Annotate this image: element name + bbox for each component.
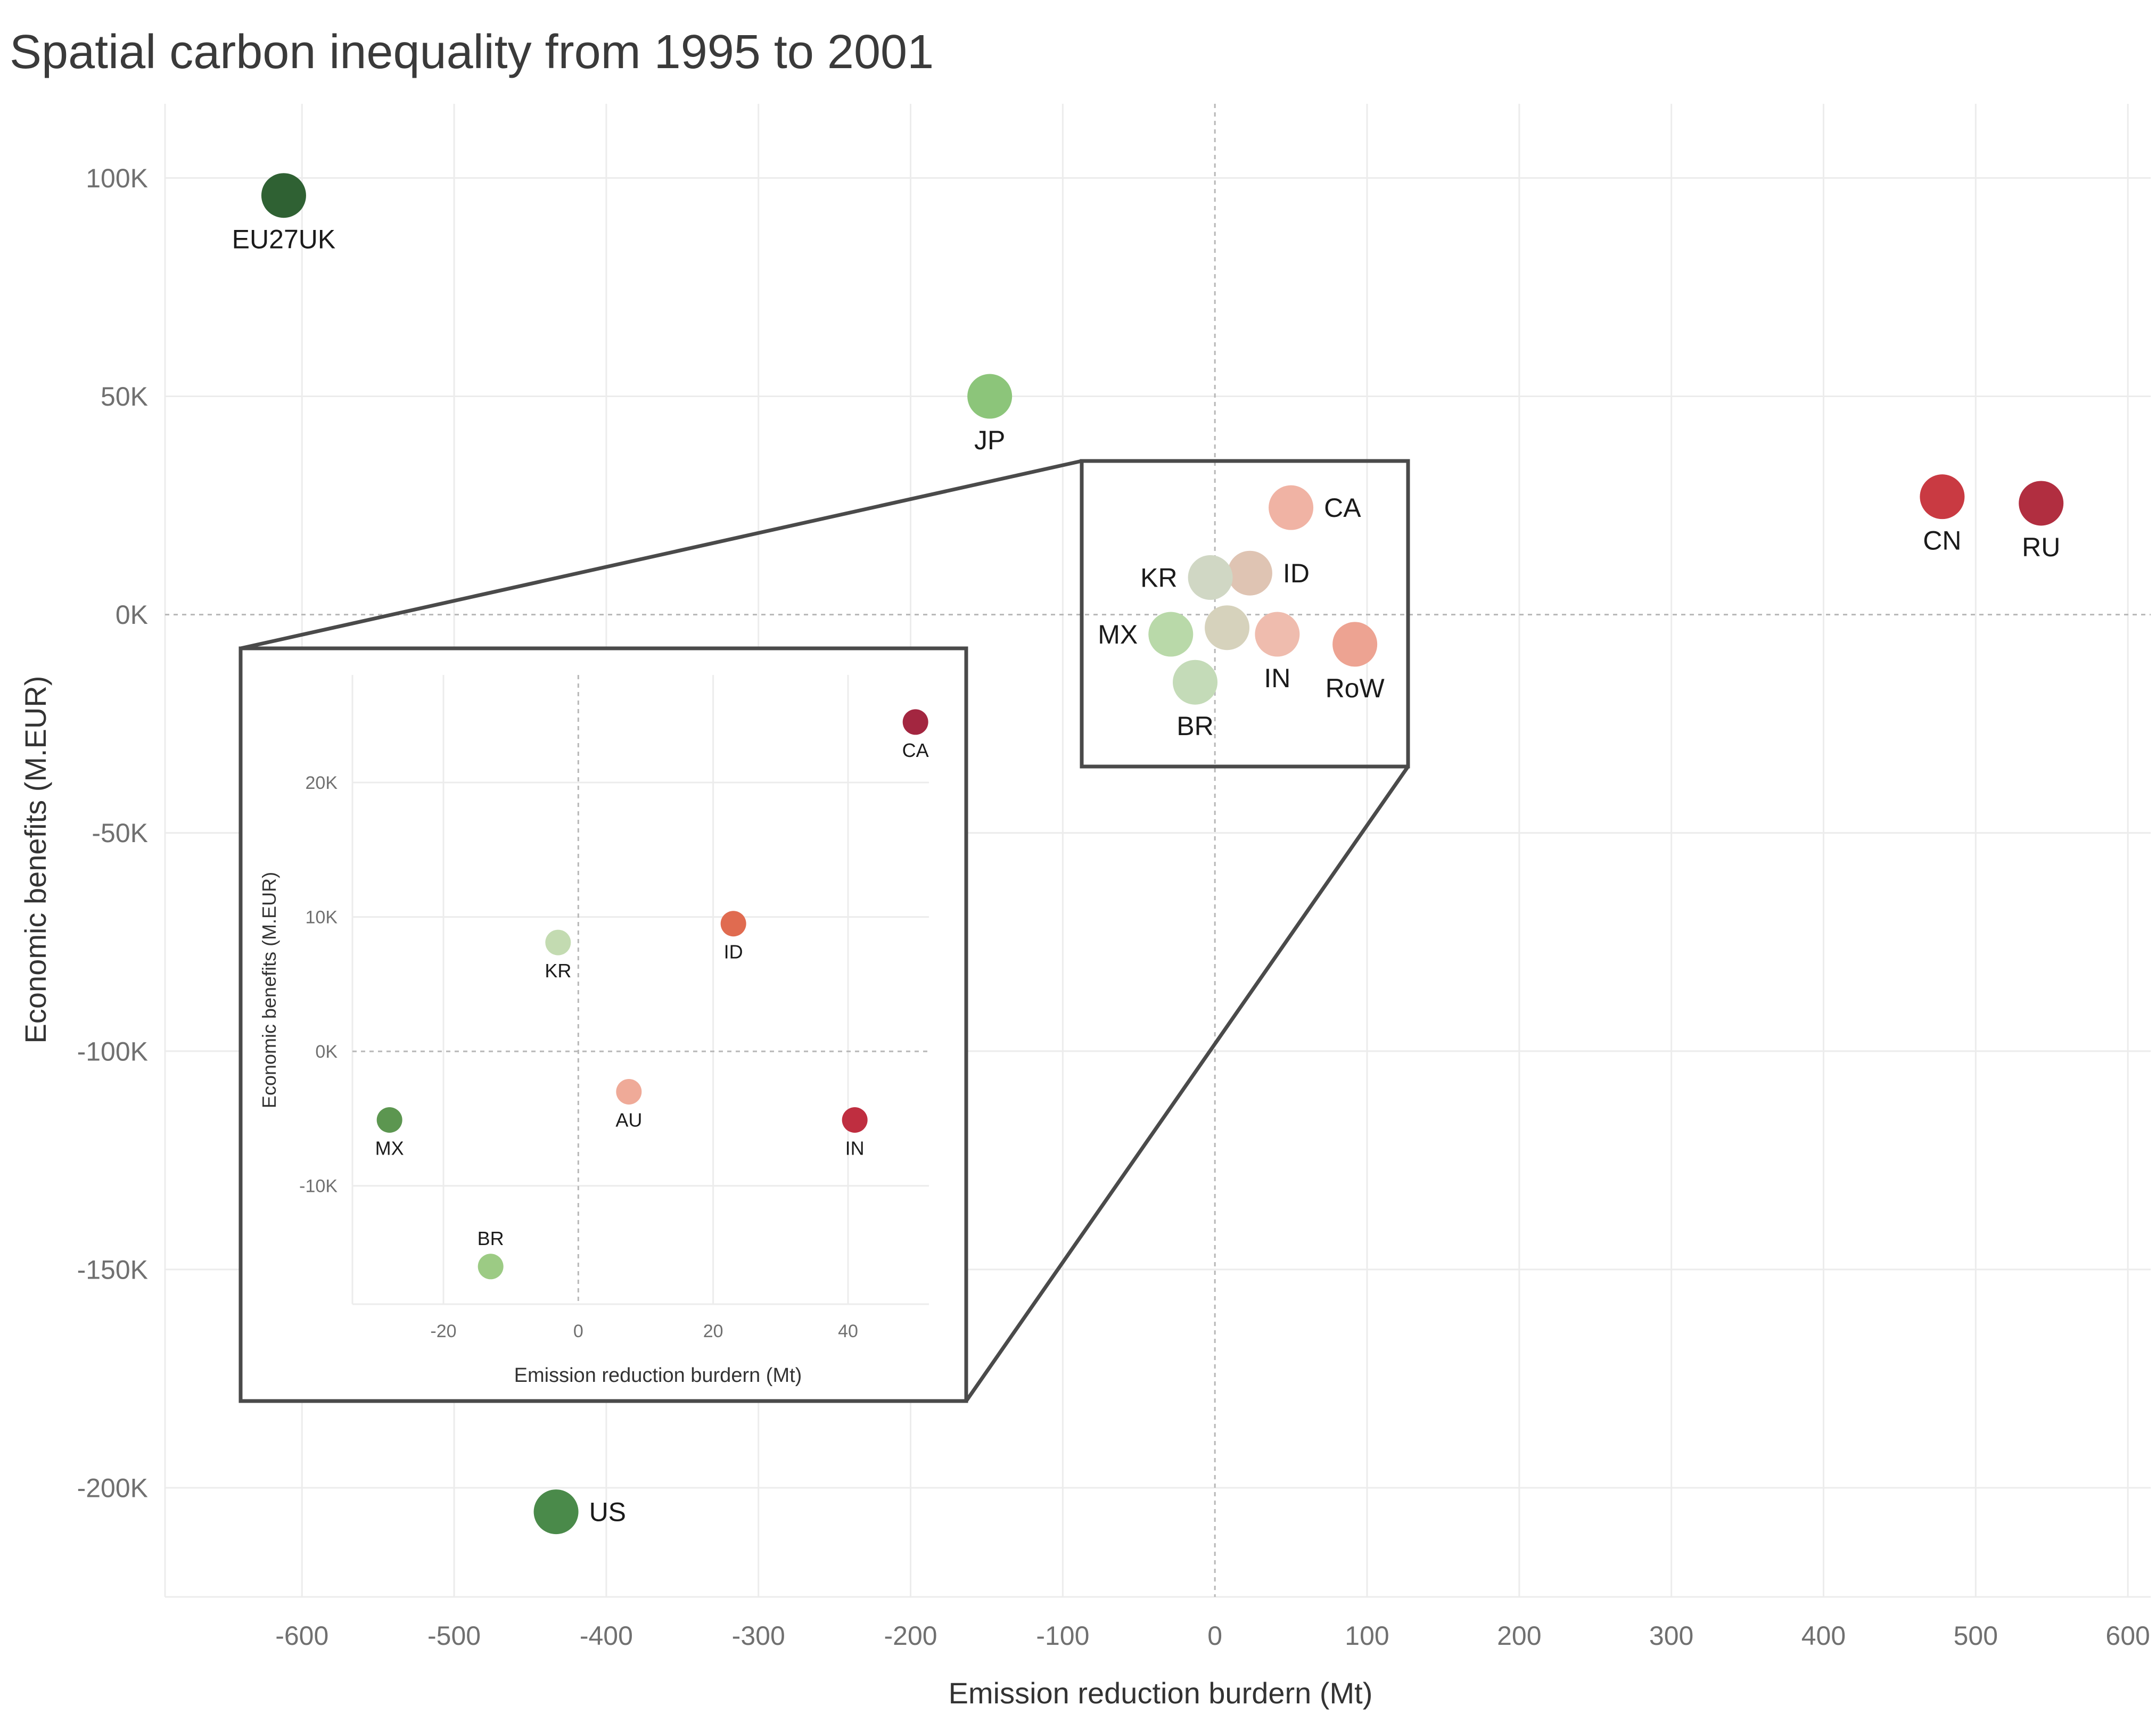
main-label-id: ID — [1283, 558, 1310, 588]
inset-point-id — [720, 911, 746, 937]
inset-data-points: CA ID KR AU MX IN BR — [375, 709, 929, 1280]
inset-y-tick-label: 20K — [306, 773, 338, 793]
main-label-row: RoW — [1326, 673, 1385, 703]
inset-label-kr: KR — [545, 960, 571, 982]
zoom-region-box — [1080, 459, 1410, 769]
main-label-ca: CA — [1324, 493, 1361, 523]
inset-point-br — [478, 1254, 504, 1280]
main-label-us: US — [589, 1497, 626, 1527]
main-x-tick-label: 500 — [1954, 1621, 1998, 1651]
main-label-br: BR — [1176, 711, 1213, 741]
main-point-id — [1227, 550, 1272, 596]
main-label-mx: MX — [1098, 620, 1138, 649]
main-point-br — [1173, 660, 1218, 705]
inset-zero-lines — [352, 675, 929, 1304]
main-label-in: IN — [1264, 663, 1290, 693]
main-x-tick-label: 0 — [1207, 1621, 1222, 1651]
main-x-tick-label: 600 — [2105, 1621, 2150, 1651]
inset-gridlines — [351, 675, 929, 1305]
inset-y-tick-label: 0K — [315, 1042, 338, 1062]
inset-y-axis-title: Economic benefits (M.EUR) — [258, 872, 280, 1108]
inset-point-mx — [376, 1107, 402, 1133]
main-y-tick-labels: 100K 50K 0K -50K -100K -150K -200K — [77, 163, 148, 1503]
main-point-mx — [1148, 612, 1194, 657]
inset-panel — [238, 646, 968, 1403]
main-point-eu27uk — [261, 173, 306, 218]
inset-point-ca — [902, 709, 928, 735]
main-point-row — [1332, 622, 1378, 667]
main-label-ru: RU — [2022, 532, 2060, 562]
inset-x-tick-label: -20 — [430, 1321, 456, 1341]
inset-y-tick-label: -10K — [299, 1176, 338, 1197]
zoom-connector — [240, 459, 1410, 1402]
inset-y-tick-labels: 20K 10K 0K -10K — [299, 773, 338, 1197]
inset-label-au: AU — [615, 1109, 642, 1131]
main-y-tick-label: 100K — [86, 163, 148, 193]
inset-label-id: ID — [724, 941, 743, 963]
inset-label-br: BR — [478, 1228, 504, 1249]
inset-y-tick-label: 10K — [306, 908, 338, 928]
inset-label-ca: CA — [902, 739, 929, 761]
inset-x-axis-title: Emission reduction burdern (Mt) — [514, 1364, 802, 1387]
main-gridlines — [164, 104, 2151, 1598]
main-zero-lines — [165, 104, 2151, 1597]
inset-label-in: IN — [845, 1137, 865, 1159]
main-label-jp: JP — [974, 425, 1005, 455]
main-y-tick-label: -100K — [77, 1036, 148, 1066]
main-x-tick-label: -400 — [580, 1621, 633, 1651]
main-y-tick-label: 0K — [116, 600, 148, 630]
main-label-cn: CN — [1923, 526, 1961, 556]
main-x-tick-label: 100 — [1345, 1621, 1389, 1651]
main-x-tick-label: -200 — [884, 1621, 937, 1651]
main-point-unlabeled — [1205, 605, 1250, 650]
main-y-tick-label: -150K — [77, 1255, 148, 1284]
inset-x-tick-label: 0 — [573, 1321, 583, 1341]
main-label-kr: KR — [1140, 563, 1177, 592]
main-x-tick-labels: -600 -500 -400 -300 -200 -100 0 100 200 300 400 500… — [275, 1621, 2150, 1651]
main-x-tick-label: 200 — [1497, 1621, 1541, 1651]
main-x-tick-label: -500 — [427, 1621, 481, 1651]
main-x-axis-title: Emission reduction burdern (Mt) — [949, 1676, 1373, 1710]
main-point-jp — [967, 374, 1013, 419]
inset-x-tick-label: 20 — [703, 1321, 723, 1341]
main-y-tick-label: 50K — [101, 382, 148, 411]
inset-label-mx: MX — [375, 1137, 404, 1159]
inset-point-in — [842, 1107, 868, 1133]
main-label-eu27uk: EU27UK — [232, 225, 336, 254]
main-point-cn — [1920, 474, 1965, 520]
main-x-tick-label: 400 — [1801, 1621, 1846, 1651]
main-y-tick-label: -50K — [92, 818, 148, 848]
inset-x-tick-label: 40 — [838, 1321, 858, 1341]
main-point-in — [1255, 612, 1300, 657]
main-point-ca — [1269, 485, 1314, 530]
main-y-tick-label: -200K — [77, 1473, 148, 1503]
main-x-tick-label: -300 — [732, 1621, 785, 1651]
inset-point-au — [616, 1078, 642, 1105]
main-point-kr — [1188, 555, 1233, 600]
main-point-us — [533, 1489, 579, 1535]
inset-x-tick-labels: -20 0 20 40 — [430, 1321, 858, 1341]
main-x-tick-label: -100 — [1036, 1621, 1089, 1651]
main-y-axis-title: Economic benefits (M.EUR) — [19, 676, 52, 1044]
chart-title: Spatial carbon inequality from 1995 to 2… — [10, 26, 934, 79]
main-x-tick-label: 300 — [1649, 1621, 1693, 1651]
inset-point-kr — [545, 929, 571, 955]
main-point-ru — [2019, 481, 2064, 526]
main-x-tick-label: -600 — [275, 1621, 328, 1651]
